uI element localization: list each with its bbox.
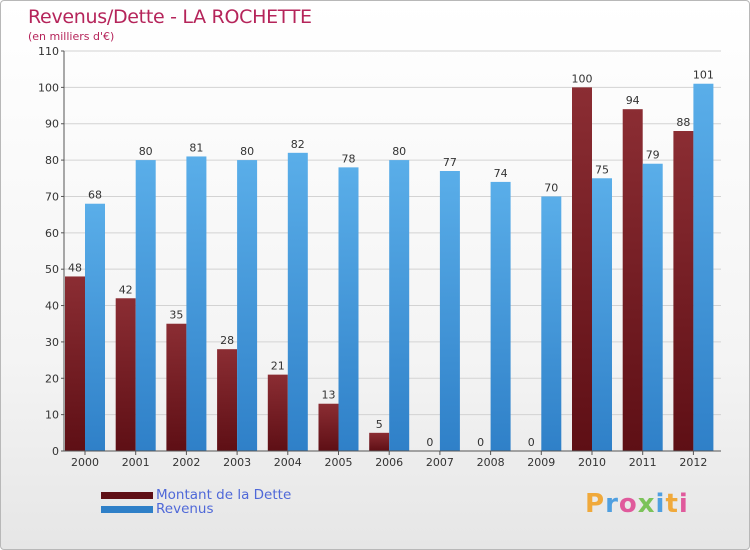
bar-debt [622, 109, 643, 451]
data-label-revenue: 79 [646, 149, 660, 162]
data-label-debt: 35 [169, 309, 183, 322]
data-label-revenue: 77 [443, 156, 457, 169]
bar-debt [267, 374, 288, 451]
data-label-debt: 0 [426, 436, 433, 449]
x-tick-label: 2009 [527, 456, 555, 469]
bar-debt [673, 131, 694, 451]
data-label-debt: 48 [68, 261, 82, 274]
bar-revenue [389, 160, 410, 451]
y-tick-label: 20 [45, 372, 59, 385]
logo-letter: P [585, 489, 606, 519]
bar-revenue [592, 178, 612, 452]
x-tick-label: 2000 [71, 456, 99, 469]
logo-letter: i [678, 489, 689, 519]
data-label-debt: 42 [119, 283, 133, 296]
bar-debt [166, 323, 187, 451]
data-label-revenue: 68 [88, 189, 102, 202]
data-label-revenue: 80 [139, 145, 153, 158]
bar-revenue [439, 171, 460, 451]
y-tick-label: 110 [38, 45, 59, 58]
data-label-revenue: 80 [392, 145, 406, 158]
data-label-revenue: 101 [693, 69, 714, 82]
logo-letter: i [655, 489, 666, 519]
bar-debt [65, 276, 85, 451]
data-label-debt: 94 [626, 94, 640, 107]
data-label-debt: 28 [220, 334, 234, 347]
data-label-debt: 0 [477, 436, 484, 449]
x-tick-label: 2002 [172, 456, 200, 469]
chart-subtitle: (en milliers d'€) [28, 30, 115, 43]
data-label-debt: 5 [376, 418, 383, 431]
logo-letter: t [665, 489, 679, 519]
legend-label-revenue: Revenus [156, 501, 214, 517]
data-label-revenue: 70 [544, 181, 558, 194]
bar-revenue [541, 196, 562, 451]
data-label-debt: 100 [572, 72, 593, 85]
x-tick-label: 2005 [325, 456, 353, 469]
y-tick-label: 100 [38, 81, 59, 94]
data-label-debt: 88 [676, 116, 690, 129]
data-label-debt: 21 [271, 360, 285, 373]
legend-swatch-debt [101, 492, 153, 499]
bar-revenue [490, 181, 511, 451]
bar-revenue [642, 163, 663, 451]
data-label-revenue: 81 [189, 141, 203, 154]
y-tick-label: 60 [45, 227, 59, 240]
x-tick-label: 2006 [375, 456, 403, 469]
x-tick-label: 2003 [223, 456, 251, 469]
bar-revenue [237, 160, 258, 451]
bar-debt [318, 403, 339, 451]
y-tick-label: 40 [45, 300, 59, 313]
x-tick-label: 2010 [578, 456, 606, 469]
bar-debt [115, 298, 136, 451]
logo-letter: x [637, 489, 656, 519]
bar-revenue [693, 83, 714, 452]
logo-letter: r [605, 489, 619, 519]
bar-revenue [287, 152, 308, 451]
data-label-revenue: 74 [494, 167, 508, 180]
x-tick-label: 2011 [629, 456, 657, 469]
y-tick-label: 70 [45, 190, 59, 203]
data-label-revenue: 80 [240, 145, 254, 158]
bar-revenue [338, 167, 359, 451]
data-label-revenue: 75 [595, 163, 609, 176]
x-tick-label: 2012 [679, 456, 707, 469]
proxiti-logo: Proxiti [585, 489, 689, 519]
y-tick-label: 30 [45, 336, 59, 349]
data-label-debt: 0 [528, 436, 535, 449]
legend-swatch-revenue [101, 506, 153, 513]
bar-revenue [85, 203, 105, 451]
bar-debt [369, 432, 390, 451]
legend-label-debt: Montant de la Dette [156, 487, 292, 503]
x-tick-label: 2007 [426, 456, 454, 469]
y-tick-label: 80 [45, 154, 59, 167]
data-label-revenue: 78 [342, 152, 356, 165]
bar-debt [572, 87, 592, 451]
bar-revenue [135, 160, 156, 451]
x-tick-label: 2001 [122, 456, 150, 469]
x-tick-label: 2004 [274, 456, 302, 469]
y-tick-label: 10 [45, 409, 59, 422]
y-tick-label: 0 [52, 445, 59, 458]
y-tick-label: 90 [45, 118, 59, 131]
x-tick-label: 2008 [477, 456, 505, 469]
data-label-debt: 13 [322, 389, 336, 402]
bar-debt [217, 349, 238, 451]
bar-revenue [186, 156, 207, 452]
logo-letter: o [618, 489, 638, 519]
data-label-revenue: 82 [291, 138, 305, 151]
y-tick-label: 50 [45, 263, 59, 276]
chart-title: Revenus/Dette - LA ROCHETTE [28, 6, 312, 28]
